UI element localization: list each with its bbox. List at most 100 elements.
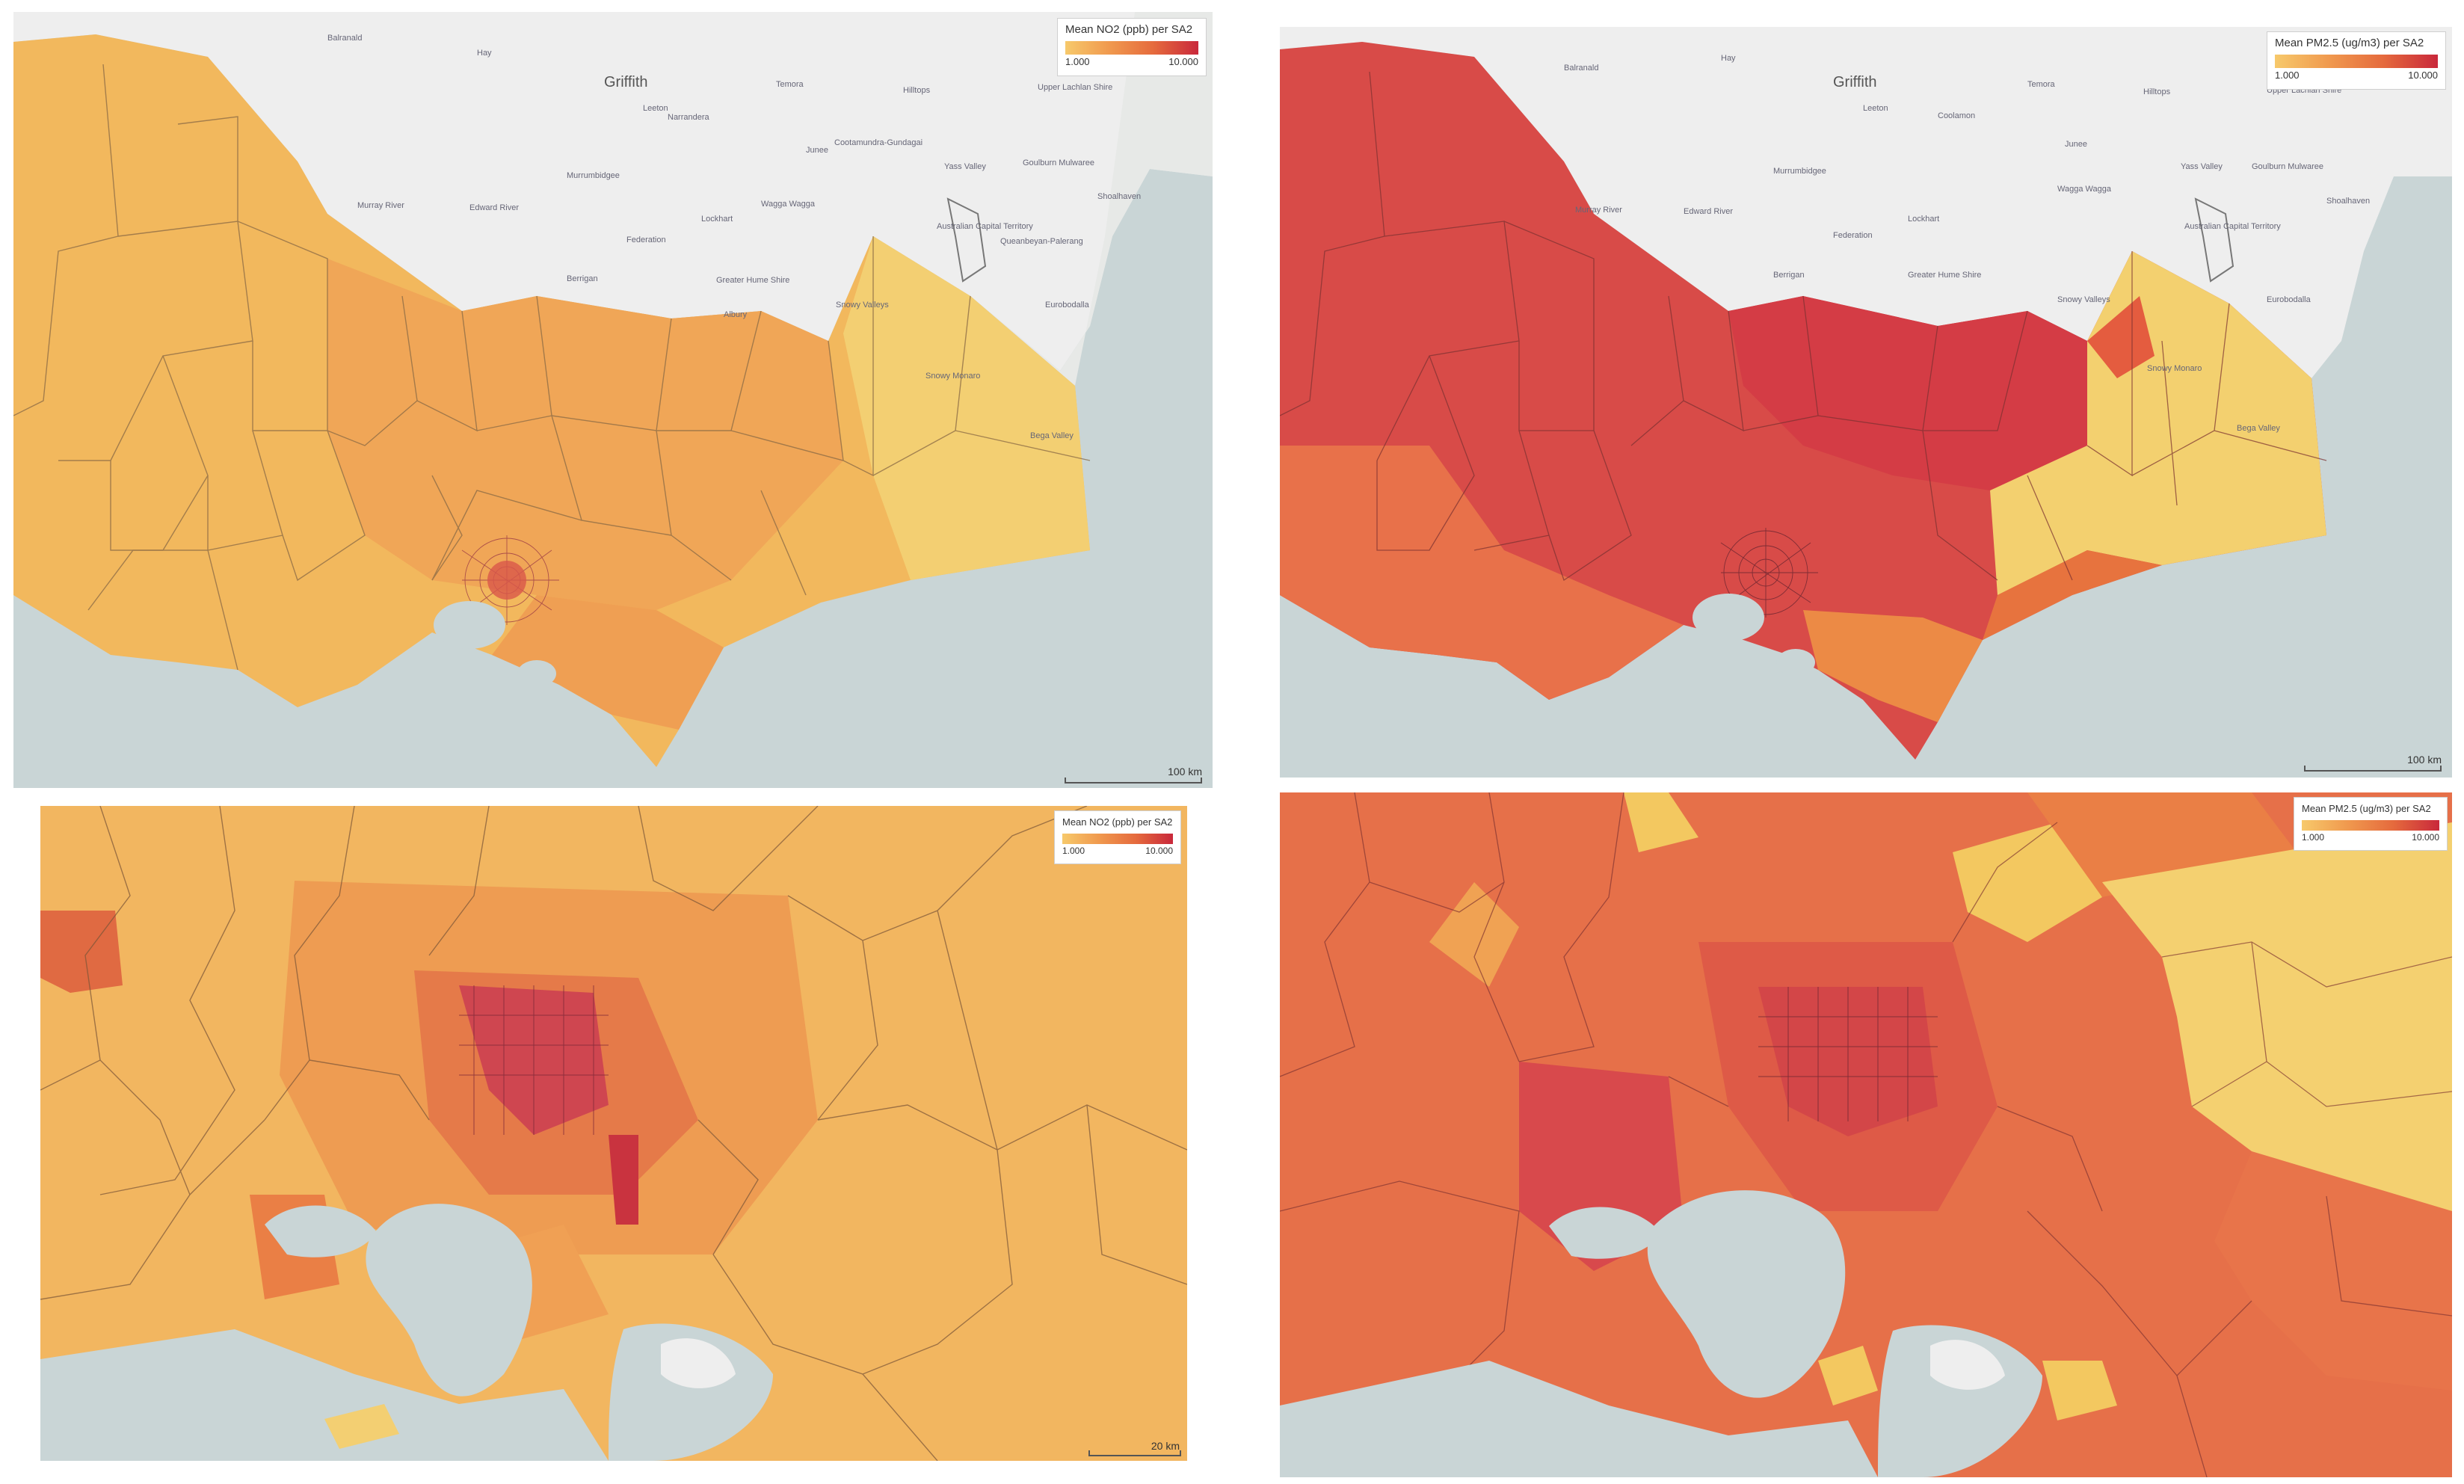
sa2-boundaries xyxy=(1280,71,2327,582)
svg-text:Edward River: Edward River xyxy=(1684,207,1733,216)
map-panel-pm25-state[interactable]: Balranald Hay Griffith Leeton Coolamon T… xyxy=(1280,27,2452,778)
svg-text:Wagga Wagga: Wagga Wagga xyxy=(761,200,816,209)
legend-title: Mean PM2.5 (ug/m3) per SA2 xyxy=(2302,803,2431,814)
svg-text:Murrumbidgee: Murrumbidgee xyxy=(1773,167,1826,176)
legend-pm25-melbourne: Mean PM2.5 (ug/m3) per SA2 1.000 10.000 xyxy=(2294,797,2448,851)
legend-max: 10.000 xyxy=(2408,70,2438,81)
svg-text:Temora: Temora xyxy=(2027,80,2056,89)
north-yellow-pocket xyxy=(1953,822,2102,942)
svg-text:Murray River: Murray River xyxy=(357,201,404,210)
central-victoria xyxy=(327,259,843,610)
svg-text:Hilltops: Hilltops xyxy=(903,86,931,95)
no2-state-map: Balranald Hay Griffith Leeton Narrandera… xyxy=(13,12,1213,788)
svg-text:Narrandera: Narrandera xyxy=(668,113,710,122)
legend-color-ramp xyxy=(1062,834,1173,844)
nsw-land xyxy=(1280,27,2452,378)
sa2-boundaries xyxy=(40,806,1187,1461)
svg-text:Murrumbidgee: Murrumbidgee xyxy=(567,171,620,180)
pm25-melbourne-map xyxy=(1280,792,2452,1477)
svg-text:Edward River: Edward River xyxy=(469,203,519,212)
north-west-pocket xyxy=(40,911,123,993)
scale-label: 100 km xyxy=(2407,754,2442,766)
legend-min: 1.000 xyxy=(2275,70,2300,81)
legend-color-ramp xyxy=(2302,820,2439,831)
svg-text:Leeton: Leeton xyxy=(1863,104,1888,113)
svg-text:Lockhart: Lockhart xyxy=(701,215,733,224)
western-port xyxy=(609,1323,773,1461)
legend-title: Mean NO2 (ppb) per SA2 xyxy=(1065,23,1193,36)
map-panel-no2-melbourne[interactable]: Mean NO2 (ppb) per SA2 1.000 10.000 20 k… xyxy=(40,806,1187,1461)
act-outline xyxy=(2194,197,2234,283)
port-phillip-bay xyxy=(1693,594,1764,641)
svg-text:Balranald: Balranald xyxy=(327,34,362,43)
east-victoria xyxy=(1990,251,2326,595)
port-phillip-bay xyxy=(1647,1190,1846,1398)
mornington-region xyxy=(1803,610,1983,722)
svg-text:Junee: Junee xyxy=(2065,140,2087,149)
svg-text:Goulburn Mulwaree: Goulburn Mulwaree xyxy=(2252,162,2323,171)
port-phillip-bay xyxy=(366,1204,532,1397)
svg-text:Snowy Valleys: Snowy Valleys xyxy=(836,301,889,310)
svg-text:Snowy Valleys: Snowy Valleys xyxy=(2057,295,2110,304)
legend-no2-melbourne: Mean NO2 (ppb) per SA2 1.000 10.000 xyxy=(1054,810,1181,864)
svg-text:Shoalhaven: Shoalhaven xyxy=(2326,197,2370,206)
corio-bay xyxy=(1549,1207,1661,1259)
svg-text:Hay: Hay xyxy=(477,49,492,58)
port-phillip-bay xyxy=(434,601,505,649)
svg-text:Goulburn Mulwaree: Goulburn Mulwaree xyxy=(1023,158,1094,167)
svg-text:Queanbeyan-Palerang: Queanbeyan-Palerang xyxy=(1000,237,1083,246)
dandenong-corridor xyxy=(609,1135,638,1225)
inner-sa2-grid xyxy=(459,985,609,1135)
svg-text:Hilltops: Hilltops xyxy=(2143,87,2171,96)
phillip-island-yellow xyxy=(2042,1361,2117,1420)
nsw-land xyxy=(13,12,1213,371)
svg-text:Griffith: Griffith xyxy=(1833,74,1877,90)
melbourne-sa2-cluster xyxy=(1720,528,1818,618)
svg-text:Upper Lachlan Shire: Upper Lachlan Shire xyxy=(1038,83,1112,92)
svg-text:Australian Capital Territory: Australian Capital Territory xyxy=(2184,222,2281,231)
svg-text:Cootamundra-Gundagai: Cootamundra-Gundagai xyxy=(834,138,923,147)
inner-sa2-grid xyxy=(1758,987,1938,1121)
bass-strait xyxy=(40,1329,609,1461)
svg-text:Berrigan: Berrigan xyxy=(1773,271,1805,280)
legend-title: Mean NO2 (ppb) per SA2 xyxy=(1062,816,1173,828)
svg-text:Murray River: Murray River xyxy=(1575,206,1622,215)
east-yellow-region xyxy=(2102,822,2452,1211)
bass-strait xyxy=(1280,1361,1878,1477)
act-outline xyxy=(946,197,987,283)
svg-text:Griffith: Griffith xyxy=(604,74,648,90)
svg-text:Temora: Temora xyxy=(776,80,804,89)
north-orange xyxy=(2027,792,2297,897)
svg-text:Bega Valley: Bega Valley xyxy=(2237,424,2280,433)
corio-bay xyxy=(265,1205,377,1257)
legend-title: Mean PM2.5 (ug/m3) per SA2 xyxy=(2275,37,2424,49)
svg-text:Yass Valley: Yass Valley xyxy=(2181,162,2223,171)
legend-min: 1.000 xyxy=(1062,846,1085,856)
east-gippsland xyxy=(843,236,1090,580)
top-yellow-pocket xyxy=(1624,792,1698,852)
svg-text:Eurobodalla: Eurobodalla xyxy=(1045,301,1090,310)
map-panel-pm25-melbourne[interactable]: Mean PM2.5 (ug/m3) per SA2 1.000 10.000 xyxy=(1280,792,2452,1477)
svg-text:Snowy Monaro: Snowy Monaro xyxy=(925,372,980,381)
place-labels-top-right: Balranald Hay Griffith Leeton Coolamon T… xyxy=(1564,54,2370,433)
gippsland-strip xyxy=(1983,550,2162,640)
legend-max: 10.000 xyxy=(1168,56,1198,67)
south-east-orange xyxy=(2214,1151,2452,1391)
western-port xyxy=(517,660,556,687)
svg-text:Balranald: Balranald xyxy=(1564,64,1598,73)
svg-text:Yass Valley: Yass Valley xyxy=(944,162,986,171)
scale-bar xyxy=(2304,766,2442,772)
legend-color-ramp xyxy=(1065,41,1198,55)
svg-text:Berrigan: Berrigan xyxy=(567,274,598,283)
svg-text:Federation: Federation xyxy=(1833,231,1873,240)
legend-min: 1.000 xyxy=(2302,832,2325,843)
svg-text:Coolamon: Coolamon xyxy=(1938,111,1975,120)
svg-text:Snowy Monaro: Snowy Monaro xyxy=(2147,364,2202,373)
legend-no2-state: Mean NO2 (ppb) per SA2 1.000 10.000 xyxy=(1057,18,1207,76)
peninsula-yellow xyxy=(1818,1346,1878,1406)
map-panel-no2-state[interactable]: Balranald Hay Griffith Leeton Narrandera… xyxy=(13,12,1213,788)
svg-text:Greater Hume Shire: Greater Hume Shire xyxy=(1908,271,1981,280)
svg-text:Hay: Hay xyxy=(1721,54,1736,63)
svg-text:Leeton: Leeton xyxy=(643,104,668,113)
legend-min: 1.000 xyxy=(1065,56,1090,67)
